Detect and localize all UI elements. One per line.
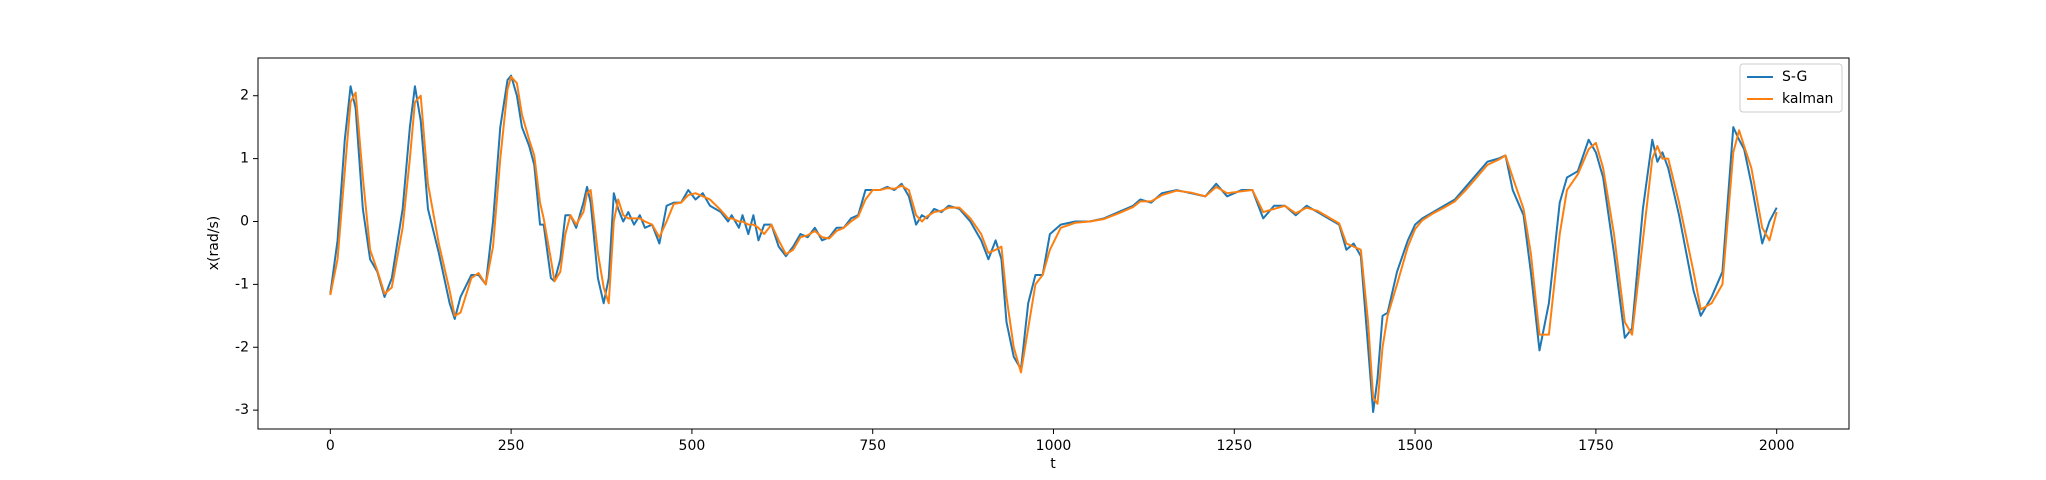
x-tick-label: 0 xyxy=(326,438,335,454)
y-tick-label: 2 xyxy=(240,88,249,104)
legend-label: S-G xyxy=(1782,69,1807,85)
y-tick-label: -1 xyxy=(235,276,249,292)
series-line xyxy=(329,75,1778,405)
y-tick-label: -2 xyxy=(235,339,249,355)
x-tick-label: 1750 xyxy=(1578,438,1614,454)
y-tick-label: 1 xyxy=(240,151,249,167)
series-line xyxy=(329,74,1778,414)
y-tick-label: 0 xyxy=(240,213,249,229)
x-tick-label: 500 xyxy=(679,438,706,454)
plot-frame xyxy=(257,57,1850,430)
x-tick-label: 1500 xyxy=(1397,438,1433,454)
x-tick-label: 2000 xyxy=(1759,438,1795,454)
x-axis-label: t xyxy=(1050,456,1056,472)
x-tick-label: 750 xyxy=(859,438,886,454)
y-axis-label: x(rad/s) xyxy=(206,216,222,270)
x-tick-label: 1000 xyxy=(1036,438,1072,454)
x-tick-label: 1250 xyxy=(1216,438,1252,454)
legend-label: kalman xyxy=(1782,91,1833,107)
y-tick-label: -3 xyxy=(235,402,249,418)
x-tick-label: 250 xyxy=(498,438,525,454)
